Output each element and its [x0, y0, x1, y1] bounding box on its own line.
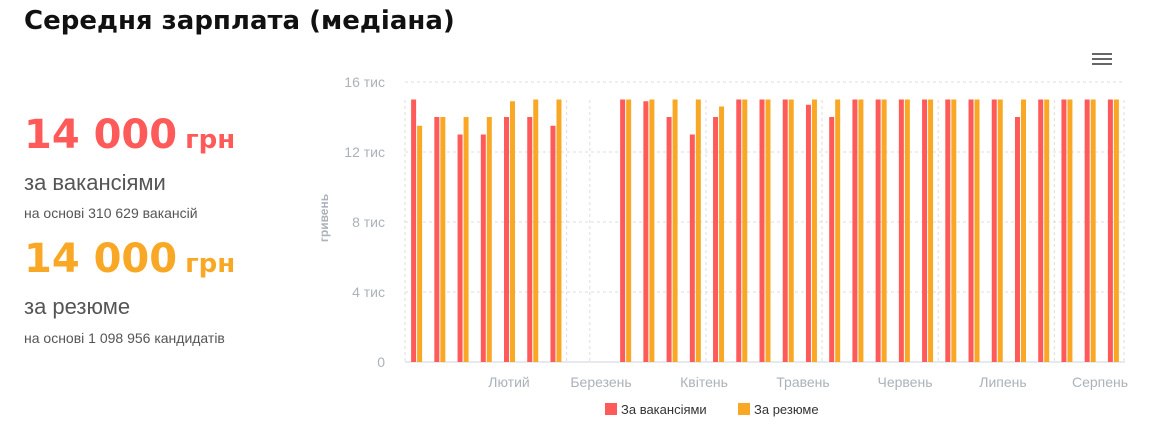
vacancy-bar	[852, 99, 858, 362]
vacancy-bar	[736, 99, 742, 362]
resume-bar	[811, 99, 817, 362]
resume-median-label: за резюме	[24, 294, 131, 319]
vacancy-bar	[759, 99, 765, 362]
resume-bar	[1067, 99, 1073, 362]
vacancy-median-value: 14 000 грн	[24, 112, 235, 158]
vacancy-bar	[1107, 99, 1113, 362]
legend-label: За резюме	[754, 402, 819, 417]
vacancy-bar	[805, 104, 811, 362]
y-tick-label: 12 тис	[344, 144, 385, 160]
x-tick-label: Травень	[776, 374, 829, 390]
vacancy-bar	[875, 99, 881, 362]
vacancy-bar	[504, 117, 510, 362]
resume-median-value: 14 000 грн	[24, 236, 235, 282]
vacancy-bar	[991, 99, 997, 362]
menu-line	[1092, 53, 1112, 55]
resume-bar	[765, 99, 771, 362]
resume-bar	[974, 99, 980, 362]
resume-bar	[928, 99, 934, 362]
y-tick-label: 8 тис	[352, 214, 385, 230]
resume-bar	[788, 99, 794, 362]
x-tick-label: Липень	[979, 374, 1026, 390]
vacancy-bar	[666, 117, 672, 362]
vacancy-bar	[1061, 99, 1067, 362]
resume-bar	[533, 99, 539, 362]
legend-label: За вакансіями	[621, 402, 707, 417]
salary-bar-chart: 0 4 тис 8 тис 12 тис 16 тис Лютий Березень Квіт…	[317, 74, 1128, 390]
page-title: Середня зарплата (медіана)	[24, 6, 455, 36]
resume-bar	[417, 125, 423, 362]
resume-bar	[695, 99, 701, 362]
vacancy-bar	[411, 99, 417, 362]
menu-line	[1092, 63, 1112, 65]
vacancy-bar	[434, 117, 440, 362]
vacancy-bar	[968, 99, 974, 362]
resume-median-currency: грн	[185, 249, 236, 279]
resume-bar	[440, 117, 446, 362]
vacancy-median-currency: грн	[185, 125, 236, 155]
resume-bar	[719, 106, 725, 362]
vacancy-bar	[922, 99, 928, 362]
y-tick-label: 0	[377, 354, 385, 370]
x-tick-label: Червень	[878, 374, 933, 390]
x-tick-label: Квітень	[680, 374, 728, 390]
x-tick-label: Серпень	[1072, 374, 1128, 390]
vacancy-bar	[829, 117, 835, 362]
vacancy-bar	[713, 117, 719, 362]
vacancy-bar	[689, 134, 695, 362]
resume-bar	[951, 99, 957, 362]
resume-bar	[672, 99, 678, 362]
hamburger-menu-icon[interactable]	[1088, 50, 1116, 72]
x-tick-label: Березень	[570, 374, 631, 390]
legend-swatch	[605, 403, 617, 415]
vacancy-bar	[620, 99, 626, 362]
y-tick-label: 4 тис	[352, 284, 385, 300]
resume-bar	[835, 99, 841, 362]
resume-bar	[742, 99, 748, 362]
vacancy-bar	[1084, 99, 1090, 362]
vacancy-bar	[550, 125, 556, 362]
resume-bar	[881, 99, 887, 362]
vacancy-bar	[457, 134, 463, 362]
y-axis-title: гривень	[317, 194, 331, 242]
resume-bar	[1113, 99, 1119, 362]
vacancy-bar	[1014, 117, 1020, 362]
vacancy-bar	[898, 99, 904, 362]
resume-bar	[626, 99, 632, 362]
legend-item-vacancies[interactable]: За вакансіями	[605, 402, 707, 417]
x-tick-label: Лютий	[488, 374, 529, 390]
resume-bar	[997, 99, 1003, 362]
resume-bar	[1044, 99, 1050, 362]
vacancy-bar	[643, 101, 649, 362]
menu-line	[1092, 58, 1112, 60]
legend-swatch	[738, 403, 750, 415]
vacancy-bar	[945, 99, 951, 362]
vacancy-median-number: 14 000	[24, 112, 178, 158]
y-tick-label: 16 тис	[344, 74, 385, 90]
vacancy-bar	[1038, 99, 1044, 362]
resume-bar	[486, 117, 492, 362]
vacancy-median-label: за вакансіями	[24, 170, 166, 195]
resume-bar	[649, 99, 655, 362]
resume-bar	[1020, 99, 1026, 362]
candidate-count-note: на основі 1 098 956 кандидатів	[24, 330, 225, 346]
vacancy-count-note: на основі 310 629 вакансій	[24, 205, 198, 221]
resume-bar	[556, 99, 562, 362]
vacancy-bar	[782, 99, 788, 362]
resume-median-number: 14 000	[24, 236, 178, 282]
resume-bar	[463, 117, 469, 362]
vacancy-bar	[480, 134, 486, 362]
resume-bar	[904, 99, 910, 362]
resume-bar	[858, 99, 864, 362]
legend-item-resumes[interactable]: За резюме	[738, 402, 819, 417]
vacancy-bar	[527, 117, 533, 362]
resume-bar	[510, 101, 516, 362]
resume-bar	[1090, 99, 1096, 362]
